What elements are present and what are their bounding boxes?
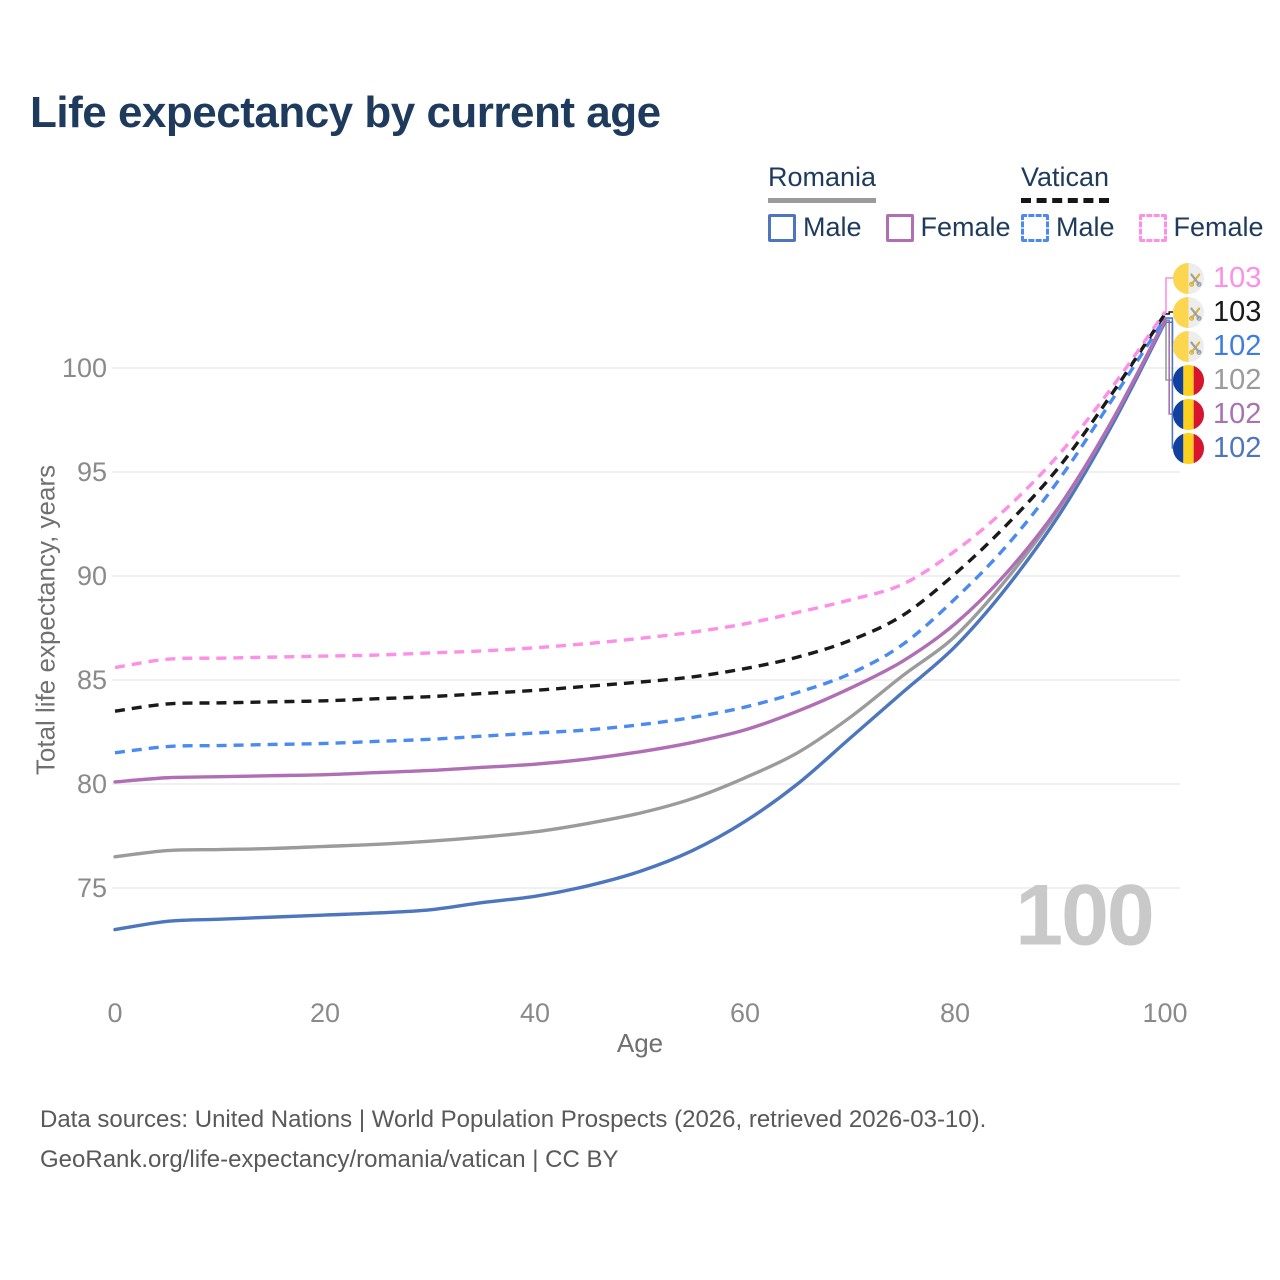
end-label-value: 102 — [1213, 397, 1262, 430]
x-tick-label: 80 — [940, 998, 970, 1028]
series-line-vatican-male[interactable] — [114, 317, 1167, 755]
legend-item-label: Female — [1173, 212, 1264, 242]
vatican-flag-icon — [1172, 261, 1205, 295]
y-tick-label: 85 — [77, 665, 107, 695]
series-line-romania-female[interactable] — [113, 318, 1167, 784]
x-tick-label: 20 — [310, 998, 340, 1028]
end-label-row: 102 — [1172, 397, 1261, 431]
end-label-value: 102 — [1213, 329, 1262, 362]
legend-group-romania: Romania Male Female — [768, 162, 1011, 243]
series-line-vatican-female[interactable] — [114, 310, 1167, 670]
vatican-flag-icon — [1172, 295, 1205, 329]
legend-item-romania-male[interactable]: Male — [768, 212, 862, 243]
series-line-romania-total[interactable] — [113, 318, 1167, 859]
end-label-value: 103 — [1213, 295, 1262, 328]
legend-country-romania[interactable]: Romania — [768, 162, 877, 203]
end-label-row: 102 — [1172, 431, 1261, 465]
end-label-connector — [1165, 311, 1174, 315]
x-tick-label: 0 — [107, 998, 122, 1028]
end-label-row: 103 — [1172, 295, 1261, 329]
end-label-value: 103 — [1213, 261, 1262, 294]
y-tick-label: 100 — [62, 353, 107, 383]
legend-group-vatican: Vatican Male Female — [1021, 162, 1264, 243]
romania-flag-icon — [1172, 432, 1205, 465]
legend-item-label: Female — [920, 212, 1011, 242]
romania-female-line-swatch — [885, 213, 914, 242]
series-line-romania-male[interactable] — [113, 320, 1167, 932]
legend-item-vatican-female[interactable]: Female — [1138, 212, 1264, 243]
end-label-connector — [1165, 277, 1174, 313]
end-label-value: 102 — [1213, 363, 1262, 396]
end-label-row: 102 — [1172, 363, 1261, 397]
end-label-row: 103 — [1172, 261, 1261, 295]
chart-title: Life expectancy by current age — [30, 88, 661, 137]
y-tick-label: 75 — [77, 873, 107, 903]
y-tick-label: 95 — [77, 457, 107, 487]
vatican-male-line-swatch — [1021, 213, 1049, 242]
x-tick-label: 40 — [520, 998, 550, 1028]
romania-male-line-swatch — [768, 213, 796, 242]
y-tick-label: 80 — [77, 769, 107, 799]
y-axis-title: Total life expectancy, years — [30, 464, 61, 776]
y-tick-label: 90 — [77, 561, 107, 591]
axis-tick-labels: 75 80 85 90 95 100 0 20 40 60 80 100 — [62, 353, 1188, 1028]
romania-flag-icon — [1172, 398, 1205, 431]
legend-country-vatican[interactable]: Vatican — [1021, 162, 1110, 203]
vatican-flag-icon — [1172, 329, 1205, 363]
vatican-female-line-swatch — [1138, 213, 1167, 242]
attribution-note: GeoRank.org/life-expectancy/romania/vati… — [40, 1146, 619, 1173]
series-line-vatican-total[interactable] — [114, 312, 1167, 713]
legend-item-label: Male — [1056, 212, 1115, 242]
x-tick-label: 60 — [730, 998, 760, 1028]
end-label-row: 102 — [1172, 329, 1261, 363]
legend-item-romania-female[interactable]: Female — [885, 212, 1011, 243]
series-lines — [113, 310, 1167, 932]
x-axis-title: Age — [616, 1028, 664, 1058]
x-tick-label: 100 — [1142, 998, 1187, 1028]
end-label-value: 102 — [1213, 431, 1262, 464]
legend-item-vatican-male[interactable]: Male — [1021, 212, 1115, 243]
data-source-note: Data sources: United Nations | World Pop… — [40, 1106, 987, 1133]
age-watermark: 100 — [1015, 867, 1154, 964]
romania-flag-icon — [1172, 364, 1205, 397]
legend-item-label: Male — [803, 212, 862, 242]
